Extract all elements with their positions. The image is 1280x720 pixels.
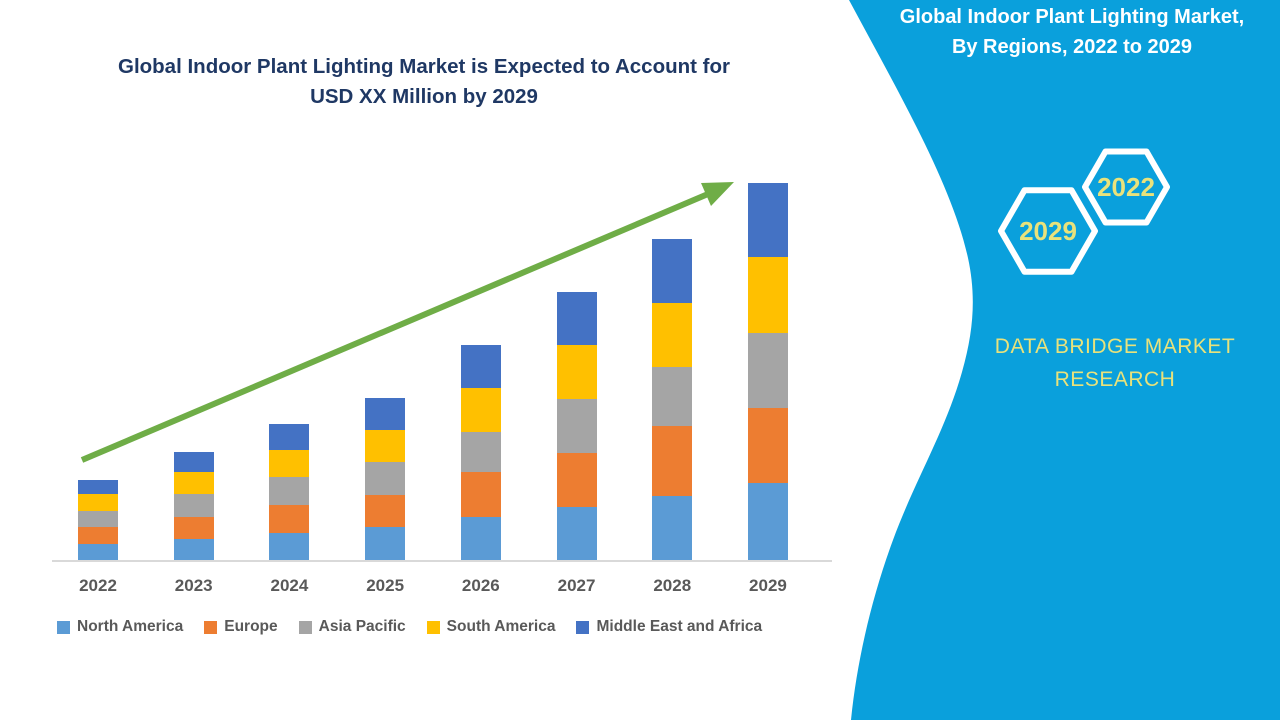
brand-name: DATA BRIDGE MARKET RESEARCH: [945, 330, 1280, 396]
hexagon-2029-icon: [998, 187, 1098, 275]
chart-title-line-2: USD XX Million by 2029: [310, 85, 538, 108]
x-axis-label-2029: 2029: [749, 576, 787, 595]
bar-segment-south-america-2023: [173, 472, 214, 494]
bar-segment-north-america-2026: [460, 517, 501, 560]
bar-segment-asia-pacific-2026: [460, 432, 501, 472]
panel-title: Global Indoor Plant Lighting Market, By …: [868, 2, 1276, 62]
bar-segment-asia-pacific-2028: [652, 367, 693, 426]
x-axis-label-2028: 2028: [653, 576, 692, 595]
bar-segment-europe-2026: [460, 472, 501, 517]
bar-segment-middle-east-and-africa-2025: [365, 398, 406, 430]
x-axis-label-2025: 2025: [366, 576, 405, 595]
chart-title: Global Indoor Plant Lighting Market is E…: [54, 52, 794, 112]
bar-segment-south-america-2029: [747, 257, 788, 333]
legend-label-middle-east-and-africa: Middle East and Africa: [596, 618, 763, 635]
bar-segment-middle-east-and-africa-2029: [747, 183, 788, 257]
bar-segment-middle-east-and-africa-2024: [269, 424, 310, 450]
bar-segment-europe-2022: [78, 527, 118, 544]
legend-marker-south-america: [426, 620, 440, 634]
bar-segment-south-america-2025: [365, 430, 406, 462]
x-axis-label-2022: 2022: [79, 576, 117, 595]
legend-item-asia-pacific: Asia Pacific: [298, 618, 406, 636]
bar-segment-south-america-2026: [460, 388, 501, 432]
bar-segment-middle-east-and-africa-2028: [652, 239, 693, 303]
bar-segment-asia-pacific-2023: [173, 494, 214, 517]
bar-segment-south-america-2024: [269, 450, 310, 477]
bar-segment-north-america-2023: [173, 539, 214, 560]
chart-title-line-1: Global Indoor Plant Lighting Market is E…: [118, 55, 730, 78]
legend-label-asia-pacific: Asia Pacific: [318, 618, 406, 635]
bar-segment-middle-east-and-africa-2022: [78, 480, 118, 494]
bar-segment-middle-east-and-africa-2023: [173, 452, 214, 472]
x-axis-label-2023: 2023: [174, 576, 213, 595]
legend-label-europe: Europe: [224, 618, 278, 635]
chart-legend: North America Europe Asia Pacific South Ame…: [57, 618, 783, 636]
bar-segment-north-america-2025: [365, 527, 406, 560]
legend-item-europe: Europe: [204, 618, 278, 636]
legend-item-middle-east-and-africa: Middle East and Africa: [576, 618, 762, 636]
legend-marker-middle-east-and-africa: [576, 620, 590, 634]
bar-segment-asia-pacific-2022: [78, 511, 118, 527]
bar-segment-europe-2024: [269, 505, 310, 533]
legend-marker-asia-pacific: [298, 620, 312, 634]
bar-segment-middle-east-and-africa-2026: [460, 345, 501, 388]
legend-marker-europe: [204, 620, 218, 634]
x-axis-label-2026: 2026: [461, 576, 500, 595]
bar-segment-europe-2025: [365, 495, 406, 527]
brand-name-line-1: DATA BRIDGE MARKET: [994, 335, 1236, 358]
legend-item-south-america: South America: [426, 618, 556, 636]
legend-label-north-america: North America: [77, 618, 184, 635]
panel-title-line-1: Global Indoor Plant Lighting Market,: [899, 6, 1245, 28]
bar-segment-north-america-2022: [78, 544, 118, 560]
hexagon-2029-label: 2029: [1019, 216, 1077, 246]
bar-segment-south-america-2027: [556, 345, 597, 399]
legend-item-north-america: North America: [57, 618, 183, 636]
x-axis-label-2027: 2027: [557, 576, 596, 595]
hexagon-2022-label: 2022: [1097, 172, 1155, 202]
bar-segment-asia-pacific-2029: [747, 333, 788, 408]
legend-label-south-america: South America: [446, 618, 556, 635]
bar-segment-europe-2023: [173, 517, 214, 539]
bar-segment-europe-2027: [556, 453, 597, 507]
bar-segment-south-america-2028: [652, 303, 693, 367]
bar-segment-asia-pacific-2024: [269, 477, 310, 505]
legend-marker-north-america: [57, 620, 70, 634]
hexagon-2022-icon: [1082, 148, 1170, 226]
bar-segment-north-america-2029: [747, 483, 788, 560]
trend-arrow-head: [701, 182, 734, 206]
bar-segment-europe-2029: [747, 408, 788, 483]
bar-segment-asia-pacific-2027: [556, 399, 597, 453]
bar-segment-middle-east-and-africa-2027: [556, 292, 597, 345]
panel-title-line-2: By Regions, 2022 to 2029: [951, 36, 1193, 58]
bar-segment-north-america-2027: [556, 507, 597, 560]
bar-segment-europe-2028: [652, 426, 693, 496]
bar-segment-south-america-2022: [78, 494, 118, 511]
x-axis-line: [52, 560, 832, 562]
bar-segment-north-america-2028: [652, 496, 693, 560]
bar-segment-asia-pacific-2025: [365, 462, 406, 495]
bar-segment-north-america-2024: [269, 533, 310, 560]
x-axis-label-2024: 2024: [270, 576, 309, 595]
brand-name-line-2: RESEARCH: [1054, 368, 1176, 391]
